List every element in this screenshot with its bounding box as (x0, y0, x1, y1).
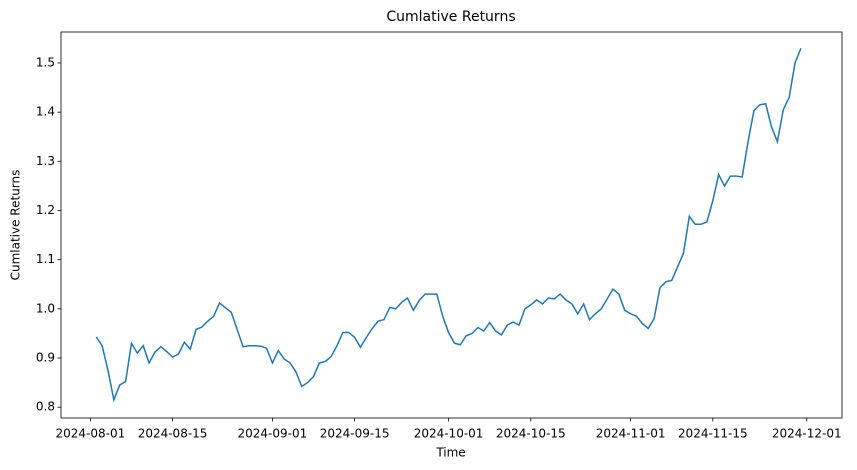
x-tick-label: 2024-09-15 (320, 427, 390, 441)
plot-frame (60, 31, 843, 419)
x-tick-label: 2024-12-01 (772, 427, 842, 441)
x-tick-label: 2024-08-15 (138, 427, 208, 441)
chart-title: Cumlative Returns (386, 9, 515, 25)
x-tick-label: 2024-11-01 (596, 427, 666, 441)
data-line (95, 47, 802, 403)
y-tick-label: 1.1 (36, 252, 55, 266)
x-tick-label: 2024-10-01 (414, 427, 484, 441)
y-tick-label: 1.5 (36, 55, 55, 69)
y-tick-label: 1.4 (36, 105, 55, 119)
y-tick-label: 1.2 (36, 203, 55, 217)
y-tick-label: 0.8 (36, 400, 55, 414)
x-axis-label: Time (435, 446, 465, 460)
x-tick-label: 2024-09-01 (238, 427, 308, 441)
x-tick-label: 2024-08-01 (55, 427, 125, 441)
y-tick-label: 1.3 (36, 154, 55, 168)
y-tick-label: 0.9 (36, 351, 55, 365)
y-axis-label: Cumlative Returns (9, 170, 23, 281)
y-tick-label: 1.0 (36, 301, 55, 315)
x-tick-label: 2024-11-15 (678, 427, 748, 441)
x-tick-label: 2024-10-15 (496, 427, 566, 441)
